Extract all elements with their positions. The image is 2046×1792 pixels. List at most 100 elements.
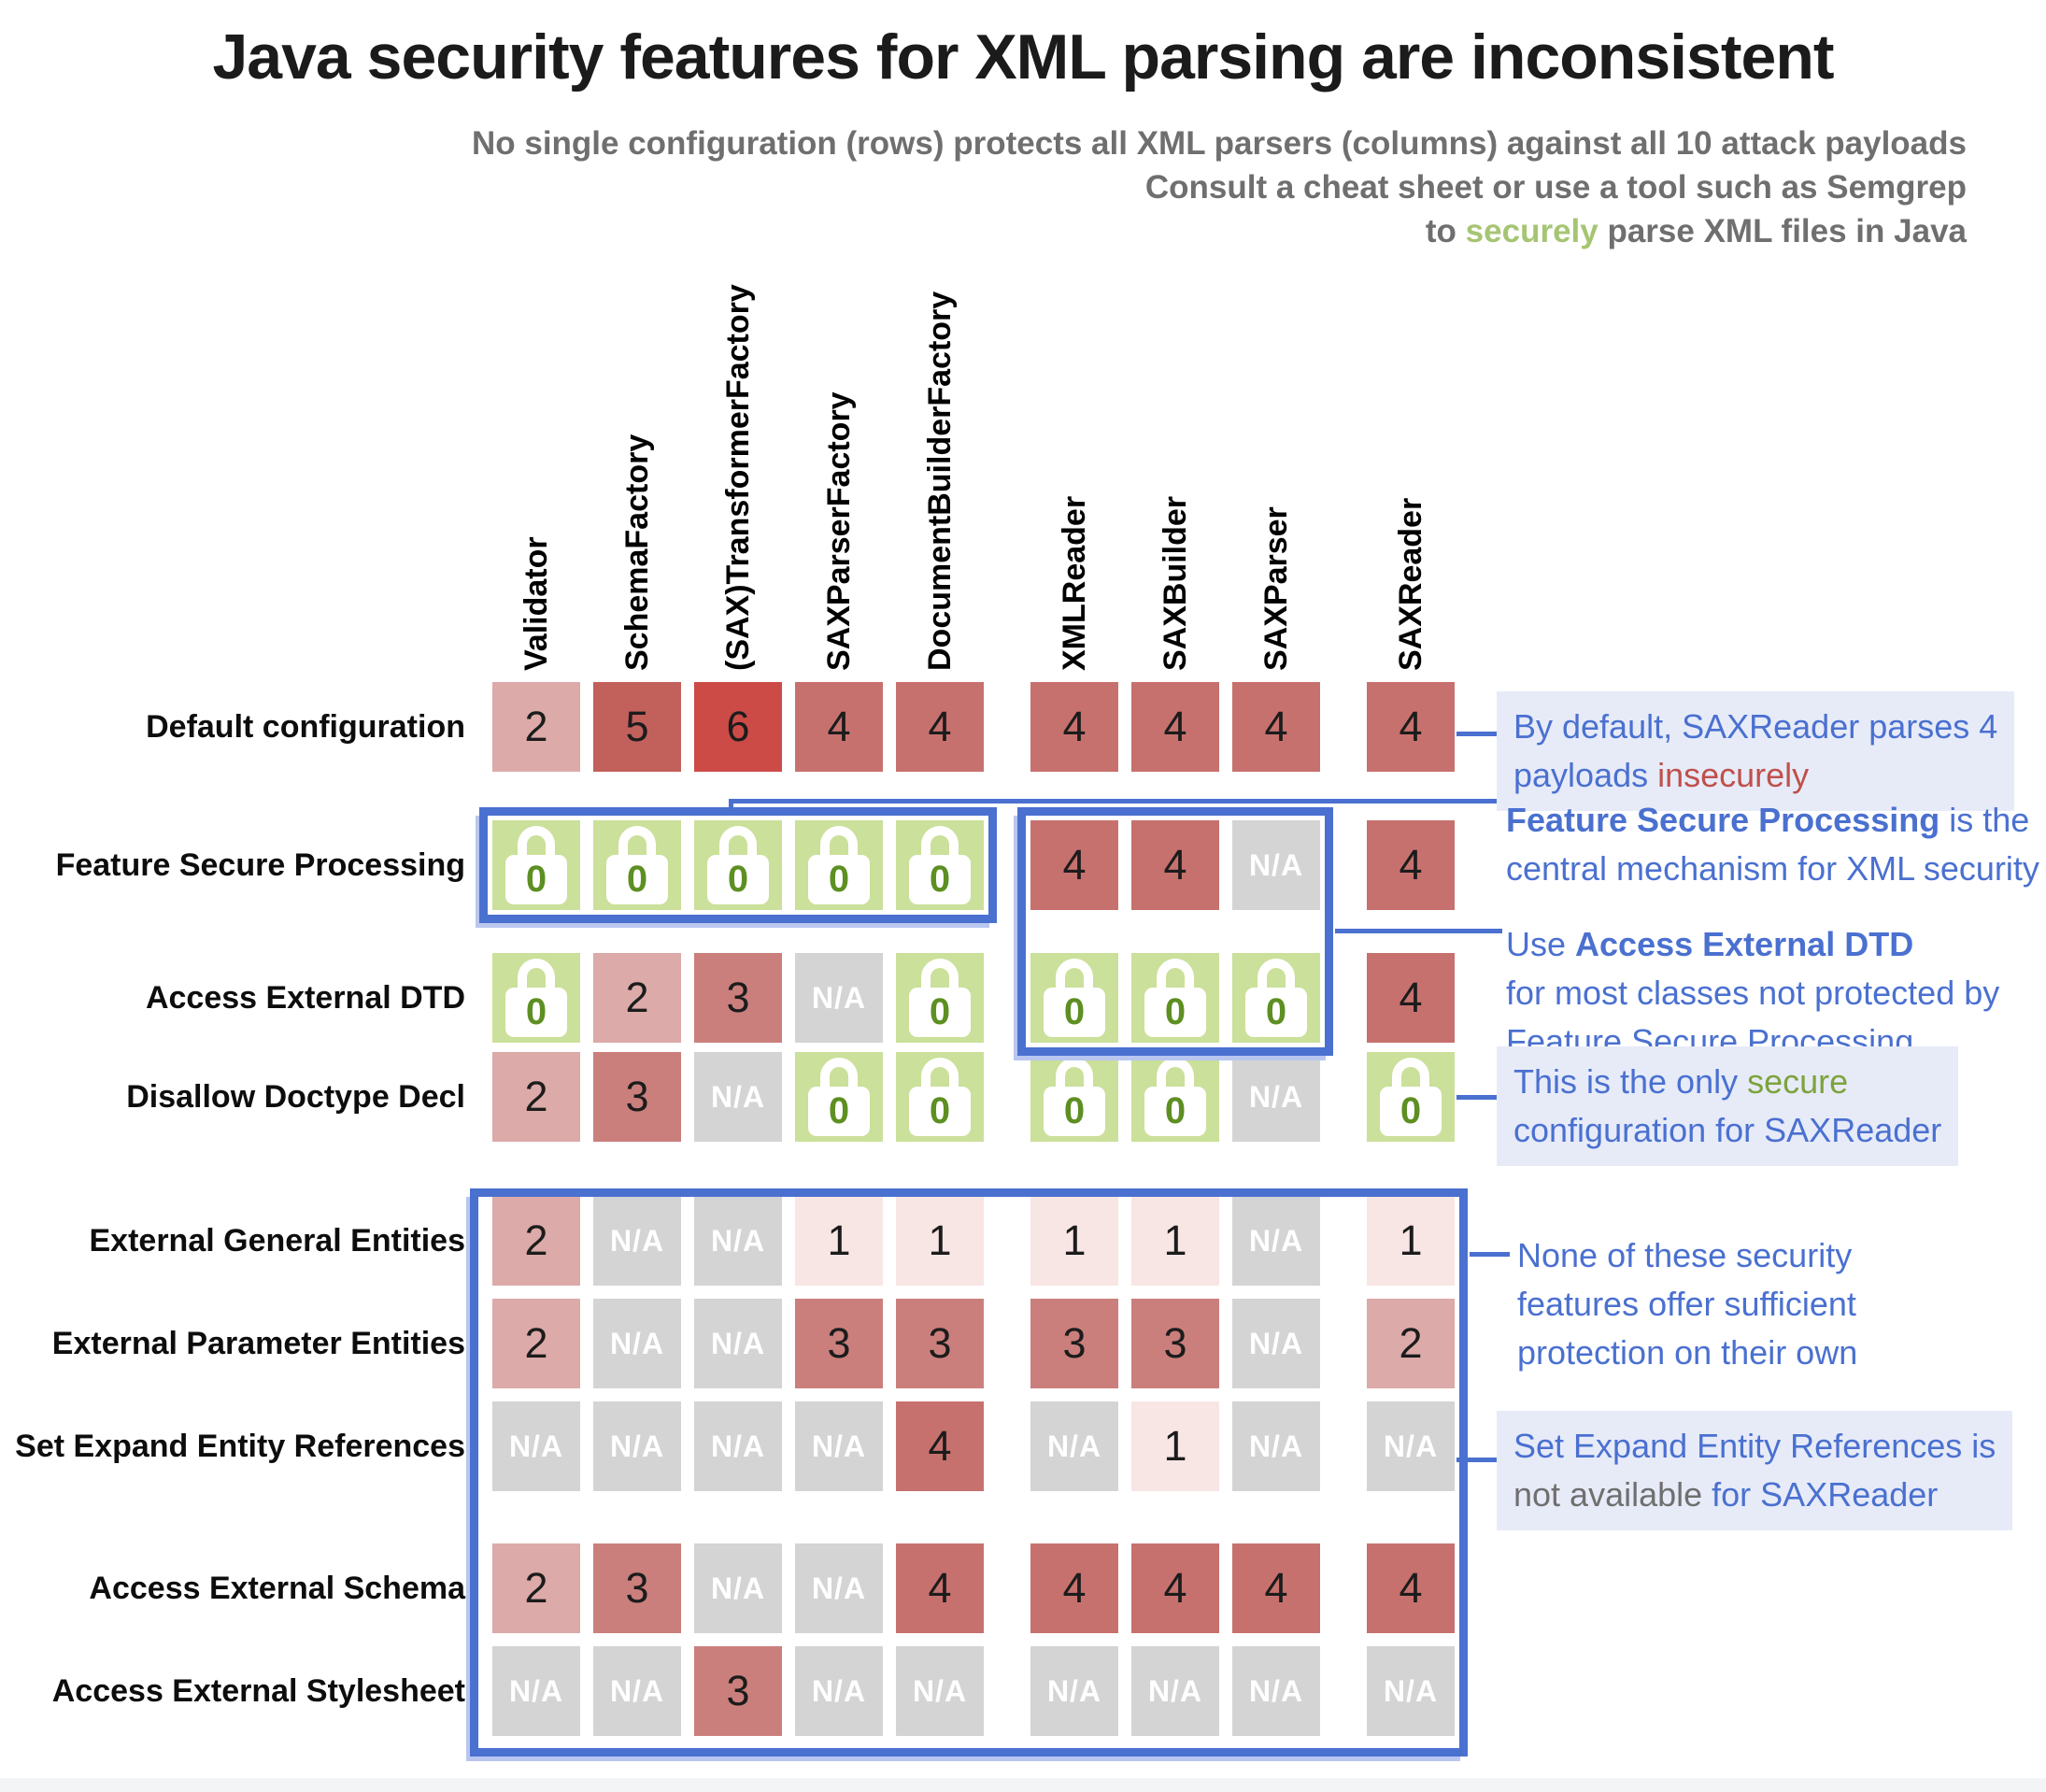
grid-cell: 4 — [896, 682, 984, 772]
row-label-feature-secure-processing: Feature Secure Processing — [55, 847, 465, 883]
lock-shackle — [820, 826, 858, 861]
annotation-text-segment: Set Expand Entity References is — [1513, 1427, 1996, 1465]
footer-strip — [0, 1778, 2046, 1792]
lock-body: 0 — [808, 855, 870, 904]
lock-body: 0 — [1380, 1087, 1442, 1136]
lock-shackle — [518, 959, 555, 994]
lock-body: 0 — [1044, 988, 1105, 1037]
grid-cell: 5 — [593, 682, 681, 772]
grid-cell: N/A — [1030, 1646, 1118, 1736]
chart-title: Java security features for XML parsing a… — [212, 21, 1834, 92]
subtitle-line-2: Consult a cheat sheet or use a tool such… — [1144, 169, 1967, 206]
grid-cell: N/A — [492, 1646, 580, 1736]
grid-cell: 4 — [1367, 1543, 1455, 1633]
annotation-text-segment: Feature Secure Processing — [1506, 801, 1940, 839]
row-label-external-general-entities: External General Entities — [89, 1223, 466, 1259]
chart-subtitle: No single configuration (rows) protects … — [472, 121, 1967, 253]
grid-cell: 3 — [694, 1646, 782, 1736]
lock-shackle — [1056, 1058, 1093, 1093]
annotation-3: Use Access External DTD for most classes … — [1506, 920, 1999, 1066]
annotation-2: Feature Secure Processing is the central … — [1506, 796, 2039, 893]
annotation-text-segment: features offer sufficient — [1517, 1285, 1856, 1323]
row-label-disallow-doctype-decl: Disallow Doctype Decl — [126, 1079, 465, 1115]
grid-cell: 0 — [1030, 1052, 1118, 1142]
grid-cell: 3 — [896, 1299, 984, 1388]
lock-body: 0 — [606, 855, 668, 904]
annotation-line: configuration for SAXReader — [1513, 1106, 1941, 1155]
grid-cell: 1 — [1131, 1401, 1219, 1491]
grid-cell: N/A — [593, 1401, 681, 1491]
grid-cell: 0 — [795, 820, 883, 910]
column-header-saxparserfactory: SAXParserFactory — [821, 391, 857, 671]
lock-body: 0 — [1245, 988, 1307, 1037]
annotation-text-segment: for most classes not protected by — [1506, 974, 2000, 1012]
annotation-text-segment: for SAXReader — [1702, 1475, 1939, 1514]
subtitle-line-1: No single configuration (rows) protects … — [471, 125, 1967, 162]
grid-cell: N/A — [593, 1299, 681, 1388]
annotation-text-segment: not available — [1513, 1475, 1703, 1514]
annotation-line: central mechanism for XML security — [1506, 845, 2039, 893]
grid-cell: 1 — [1131, 1196, 1219, 1286]
annotation-6: Set Expand Entity References is not avail… — [1497, 1411, 2013, 1530]
lock-body: 0 — [707, 855, 769, 904]
annotation-text-segment: By default, SAXReader parses 4 — [1513, 707, 1998, 746]
grid-cell: 2 — [1367, 1299, 1455, 1388]
grid-cell: 4 — [1367, 682, 1455, 772]
connector-line-1 — [1456, 732, 1500, 736]
connector-line-6 — [1470, 1252, 1510, 1257]
annotation-text-segment: central mechanism for XML security — [1506, 849, 2039, 888]
grid-cell: 0 — [492, 953, 580, 1043]
annotation-line: This is the only secure — [1513, 1058, 1941, 1106]
lock-body: 0 — [909, 855, 971, 904]
lock-shackle — [518, 826, 555, 861]
grid-cell: 1 — [1030, 1196, 1118, 1286]
grid-cell: N/A — [1030, 1401, 1118, 1491]
grid-cell: 4 — [1367, 953, 1455, 1043]
grid-cell: 0 — [896, 820, 984, 910]
row-label-set-expand-entity-references: Set Expand Entity References — [15, 1429, 465, 1464]
lock-shackle — [1056, 959, 1093, 994]
lock-body: 0 — [909, 988, 971, 1037]
annotation-line: features offer sufficient — [1517, 1280, 1857, 1329]
row-label-access-external-stylesheet: Access External Stylesheet — [51, 1673, 465, 1709]
column-header-saxparser: SAXParser — [1258, 506, 1294, 671]
grid-cell: N/A — [694, 1196, 782, 1286]
lock-body: 0 — [1144, 988, 1206, 1037]
lock-icon: 0 — [795, 820, 883, 910]
row-label-access-external-dtd: Access External DTD — [145, 980, 465, 1016]
highlight-box-access-external-dtd — [1017, 807, 1333, 1056]
grid-cell: 0 — [694, 820, 782, 910]
annotation-text-segment: is the — [1939, 801, 2030, 839]
grid-cell: 3 — [593, 1543, 681, 1633]
row-label-default-configuration: Default configuration — [146, 709, 465, 745]
grid-cell: 3 — [1131, 1299, 1219, 1388]
subtitle-line-3-prefix: to — [1425, 213, 1466, 249]
lock-body: 0 — [1144, 1087, 1206, 1136]
grid-cell: N/A — [593, 1646, 681, 1736]
annotation-text-segment: secure — [1747, 1062, 1849, 1101]
lock-shackle — [921, 1058, 959, 1093]
lock-icon: 0 — [1131, 1052, 1219, 1142]
grid-cell: 0 — [896, 1052, 984, 1142]
annotation-line: for most classes not protected by — [1506, 969, 1999, 1017]
row-label-access-external-schema: Access External Schema — [89, 1571, 465, 1606]
grid-cell: N/A — [1232, 1052, 1320, 1142]
connector-line-7 — [1456, 1458, 1500, 1462]
grid-cell: 2 — [492, 1196, 580, 1286]
highlight-box-insufficient-features — [470, 1188, 1468, 1756]
grid-cell: 4 — [1030, 1543, 1118, 1633]
column-header-validator: Validator — [519, 536, 554, 671]
lock-body: 0 — [505, 855, 567, 904]
grid-cell: 6 — [694, 682, 782, 772]
grid-cell: 4 — [1367, 820, 1455, 910]
grid-cell: N/A — [593, 1196, 681, 1286]
lock-icon: 0 — [896, 820, 984, 910]
grid-cell: 0 — [1131, 1052, 1219, 1142]
grid-cell: 2 — [492, 682, 580, 772]
lock-icon: 0 — [593, 820, 681, 910]
grid-cell: 4 — [1131, 820, 1219, 910]
subtitle-securely-highlight: securely — [1465, 213, 1598, 249]
grid-cell: 4 — [795, 682, 883, 772]
lock-shackle — [618, 826, 656, 861]
grid-cell: 2 — [492, 1299, 580, 1388]
